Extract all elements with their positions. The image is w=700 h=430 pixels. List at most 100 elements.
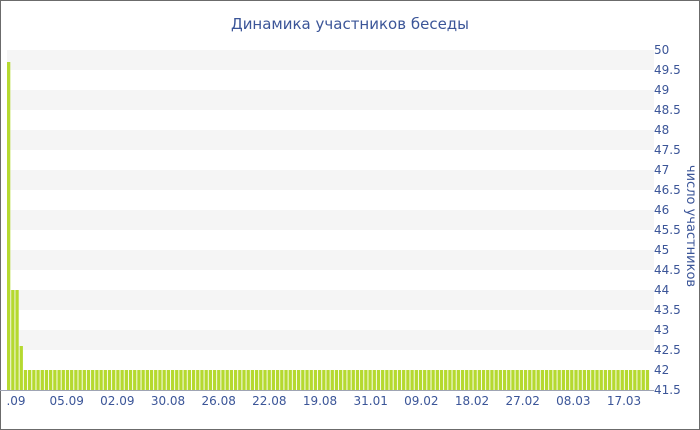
y-tick-label: 42	[654, 363, 669, 377]
bar	[502, 370, 507, 390]
bar	[507, 370, 511, 390]
grid-band	[7, 330, 654, 350]
bar	[225, 370, 229, 390]
bar	[368, 370, 372, 390]
bar	[74, 370, 78, 390]
bar	[570, 370, 574, 390]
bar	[204, 370, 208, 390]
bar	[250, 370, 255, 390]
bar	[406, 370, 410, 390]
bar	[162, 370, 166, 390]
bar	[637, 370, 641, 390]
bar	[519, 370, 524, 390]
bar	[53, 370, 57, 390]
bar	[212, 370, 217, 390]
bar	[217, 370, 221, 390]
bar	[381, 370, 385, 390]
y-tick-label: 42.5	[654, 343, 681, 357]
bar	[582, 370, 587, 390]
bar	[238, 370, 242, 390]
bar	[233, 370, 238, 390]
bar	[141, 370, 145, 390]
bar	[200, 370, 204, 390]
bar	[477, 370, 481, 390]
x-axis-ticks: .09 05.09 02.09 30.08 26.08 22.08 19.08 31.01 09…	[6, 394, 641, 408]
bar	[473, 370, 477, 390]
grid-bands	[7, 50, 654, 350]
bar	[549, 370, 553, 390]
bar	[330, 370, 334, 390]
bar	[166, 370, 170, 390]
bar	[292, 370, 297, 390]
x-tick-label: 31.01	[354, 394, 388, 408]
bar	[578, 370, 582, 390]
bar	[465, 370, 469, 390]
bar	[561, 370, 566, 390]
bar	[179, 370, 183, 390]
x-tick-label: 18.02	[455, 394, 489, 408]
bar	[448, 370, 452, 390]
grid-band	[7, 210, 654, 230]
bar	[112, 370, 116, 390]
bar	[444, 370, 448, 390]
bar	[620, 370, 624, 390]
bar	[372, 370, 376, 390]
bar	[343, 370, 347, 390]
bar	[44, 370, 49, 390]
bar	[137, 370, 141, 390]
y-tick-label: 46.5	[654, 183, 681, 197]
bar	[347, 370, 351, 390]
bar	[23, 370, 28, 390]
bar	[145, 370, 149, 390]
y-tick-label: 45	[654, 243, 669, 257]
y-tick-label: 43.5	[654, 303, 681, 317]
bar	[36, 370, 40, 390]
bar	[624, 370, 629, 390]
bar	[431, 370, 435, 390]
bar	[107, 370, 112, 390]
bar	[339, 370, 343, 390]
bar	[95, 370, 99, 390]
x-tick-label: 30.08	[151, 394, 185, 408]
bar	[242, 370, 246, 390]
bar	[628, 370, 633, 390]
bar	[263, 370, 267, 390]
x-tick-label: 05.09	[50, 394, 84, 408]
bar	[15, 290, 19, 390]
y-tick-label: 49.5	[654, 63, 681, 77]
y-tick-label: 47.5	[654, 143, 681, 157]
grid-band	[7, 290, 654, 310]
bar	[175, 370, 179, 390]
x-tick-label: 17.03	[607, 394, 641, 408]
bar	[326, 370, 330, 390]
bar	[486, 370, 490, 390]
bar	[456, 370, 460, 390]
bar	[305, 370, 309, 390]
bar	[616, 370, 620, 390]
bar	[191, 370, 196, 390]
bar	[385, 370, 389, 390]
bar	[397, 370, 402, 390]
bar	[553, 370, 557, 390]
x-tick-label: 27.02	[506, 394, 540, 408]
bar	[603, 370, 608, 390]
y-tick-label: 41.5	[654, 383, 681, 397]
bar	[170, 370, 175, 390]
bar	[133, 370, 137, 390]
bar	[275, 370, 280, 390]
bar	[61, 370, 65, 390]
bar	[641, 370, 645, 390]
bar	[158, 370, 162, 390]
bar	[99, 370, 103, 390]
x-tick-label: 22.08	[252, 394, 286, 408]
y-tick-label: 44.5	[654, 263, 681, 277]
bar	[376, 370, 381, 390]
bar	[221, 370, 225, 390]
bar	[19, 346, 23, 390]
x-tick-label: 02.09	[100, 394, 134, 408]
y-tick-label: 44	[654, 283, 669, 297]
bar	[557, 370, 561, 390]
bar	[49, 370, 53, 390]
y-tick-label: 45.5	[654, 223, 681, 237]
